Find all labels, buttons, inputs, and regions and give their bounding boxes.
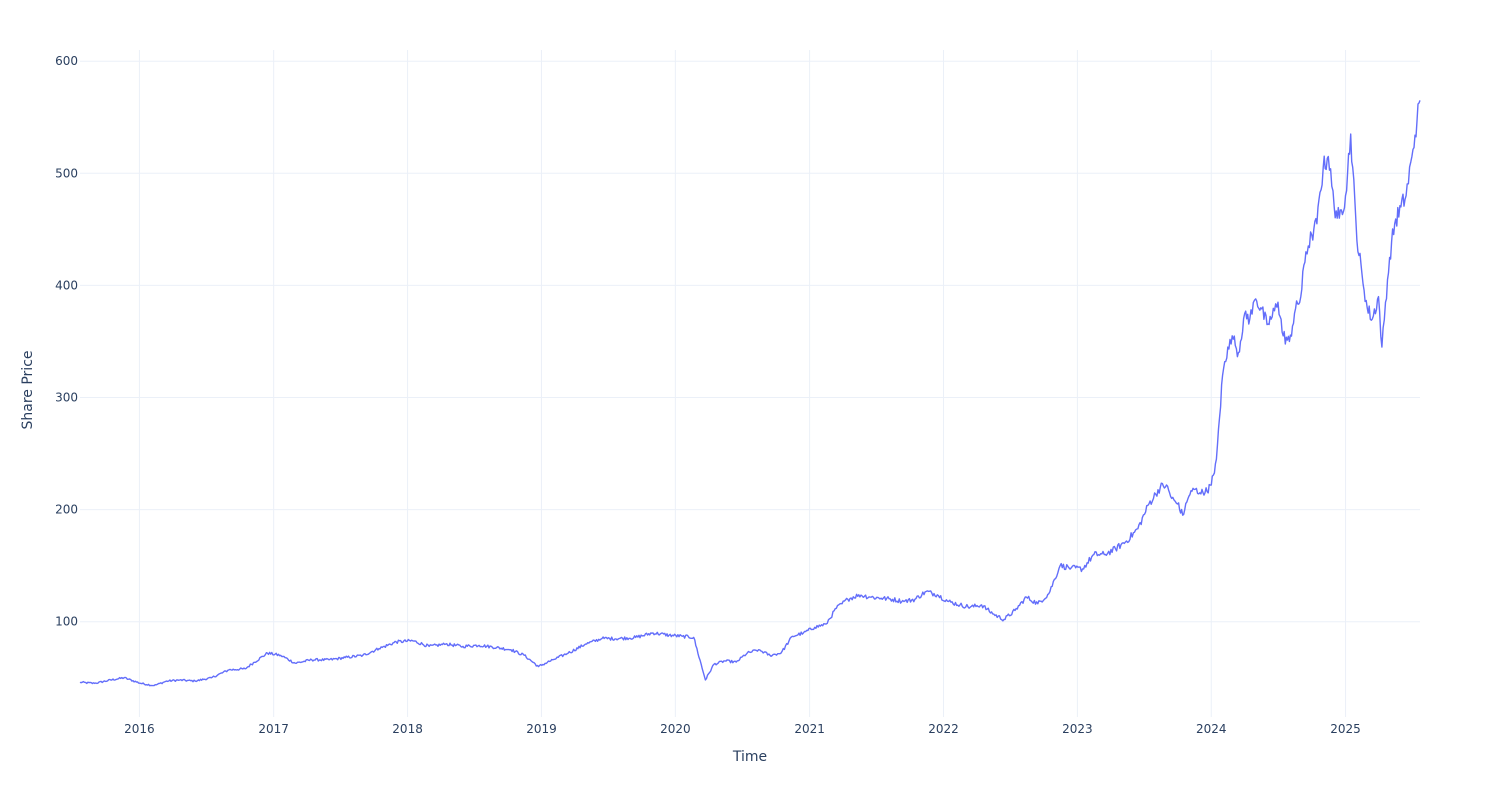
x-tick-label: 2016 bbox=[124, 722, 155, 736]
x-tick-label: 2023 bbox=[1062, 722, 1093, 736]
x-tick-label: 2019 bbox=[526, 722, 557, 736]
y-tick-label: 300 bbox=[55, 391, 78, 405]
y-tick-label: 600 bbox=[55, 54, 78, 68]
share-price-series-line bbox=[79, 100, 1421, 687]
y-axis-title: Share Price bbox=[20, 350, 36, 429]
x-axis-title: Time bbox=[732, 749, 767, 765]
y-tick-label: 500 bbox=[55, 166, 78, 180]
x-tick-label: 2025 bbox=[1330, 722, 1361, 736]
plot-area bbox=[79, 100, 1421, 687]
y-tick-label: 200 bbox=[55, 503, 78, 517]
y-gridlines bbox=[80, 60, 1420, 623]
x-tick-label: 2017 bbox=[258, 722, 289, 736]
x-tick-label: 2021 bbox=[794, 722, 825, 736]
x-tick-label: 2018 bbox=[392, 722, 423, 736]
x-tick-label: 2022 bbox=[928, 722, 959, 736]
x-axis-tick-labels: 2016 2017 2018 2019 2020 2021 2022 2023 2024 2025 bbox=[124, 722, 1361, 736]
y-tick-label: 400 bbox=[55, 278, 78, 292]
x-tick-label: 2024 bbox=[1196, 722, 1227, 736]
x-gridlines bbox=[138, 50, 1347, 717]
y-tick-label: 100 bbox=[55, 615, 78, 629]
x-tick-label: 2020 bbox=[660, 722, 691, 736]
y-axis-tick-labels: 100 200 300 400 500 600 bbox=[55, 54, 78, 629]
